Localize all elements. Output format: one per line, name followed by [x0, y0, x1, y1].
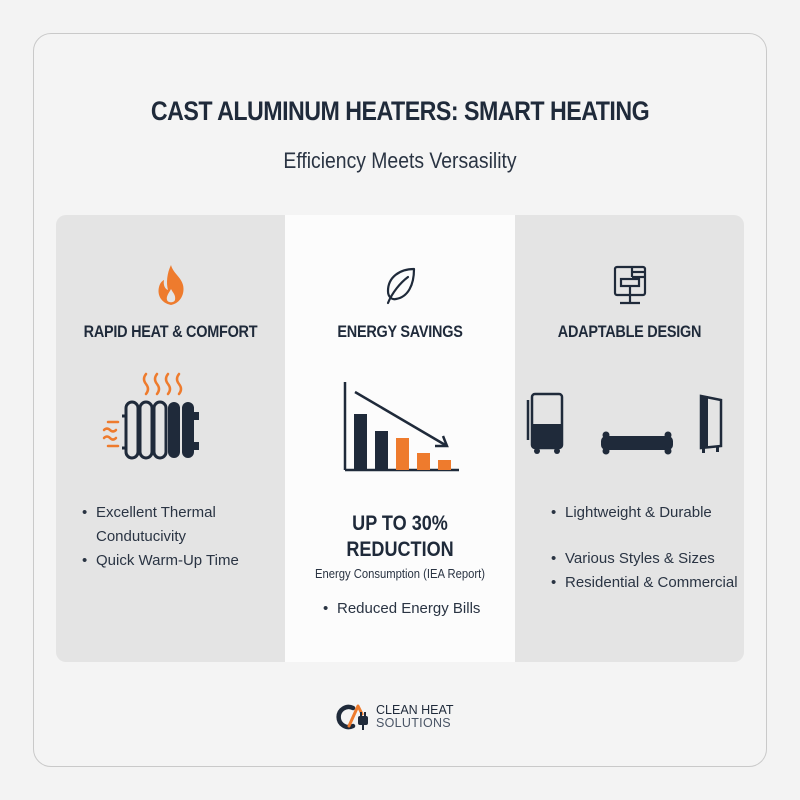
column-heading: ADAPTABLE DESIGN [557, 322, 702, 341]
benefit-list: Excellent Thermal Condutucivity Quick Wa… [82, 501, 272, 573]
bullet-item: Residential & Commercial [551, 571, 741, 595]
brand-line-1: CLEAN HEAT [376, 703, 454, 717]
heater-styles-icon [526, 392, 723, 455]
brand-line-2: SOLUTIONS [376, 716, 451, 730]
benefit-list: Reduced Energy Bills [323, 597, 513, 621]
layout-panel-icon [613, 265, 646, 305]
column-heading: ENERGY SAVINGS [337, 322, 463, 341]
radiator-icon [102, 372, 199, 460]
column-heading: RAPID HEAT & COMFORT [83, 322, 258, 341]
benefit-list: Lightweight & Durable Various Styles & S… [551, 501, 741, 595]
page-title: CAST ALUMINUM HEATERS: SMART HEATING [150, 96, 650, 126]
brand-logo: CLEAN HEAT SOLUTIONS [336, 702, 454, 732]
feature-columns: RAPID HEAT & COMFORT [56, 215, 744, 662]
column-energy-savings: ENERGY SAVINGS UP TO 30% REDUCTION Energ… [285, 215, 515, 662]
declining-bar-chart-icon [343, 382, 459, 472]
stat-caption: Energy Consumption (IEA Report) [314, 567, 486, 581]
stat-label: REDUCTION [346, 538, 454, 561]
bullet-item: Excellent Thermal Condutucivity [82, 501, 272, 549]
flame-icon [158, 265, 183, 305]
column-rapid-heat: RAPID HEAT & COMFORT [56, 215, 285, 662]
bullet-item: Lightweight & Durable [551, 501, 741, 525]
leaf-icon [386, 267, 416, 305]
bullet-item: Quick Warm-Up Time [82, 549, 272, 573]
plug-logo-icon [336, 704, 368, 730]
bullet-item: Reduced Energy Bills [323, 597, 513, 621]
brand-name: CLEAN HEAT SOLUTIONS [376, 704, 454, 730]
bullet-item: Various Styles & Sizes [551, 547, 741, 571]
page-subtitle: Efficiency Meets Versasility [283, 148, 517, 173]
column-adaptable-design: ADAPTABLE DESIGN Lightweight & Durable [515, 215, 744, 662]
stat-percentage: UP TO 30% [352, 512, 448, 535]
savings-stat: UP TO 30% REDUCTION [301, 511, 499, 563]
